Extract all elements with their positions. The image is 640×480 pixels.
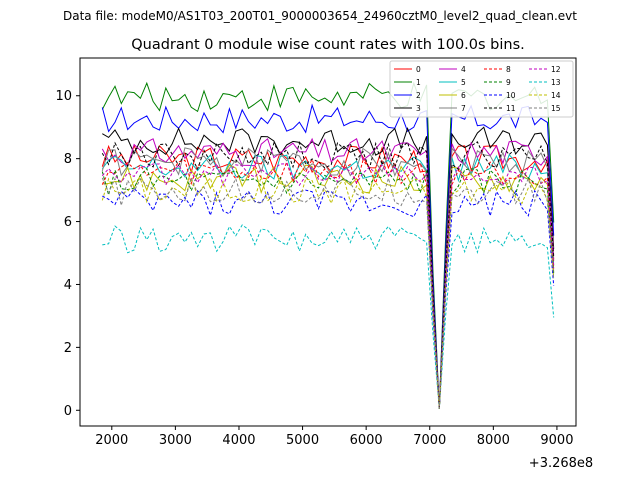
y-tick-label: 0 <box>64 404 72 419</box>
y-tick-label: 6 <box>64 215 72 230</box>
series-line-9 <box>101 167 555 409</box>
legend-label: 10 <box>506 91 516 100</box>
series-line-4 <box>101 137 555 409</box>
y-tick-label: 4 <box>64 278 72 293</box>
series-line-13 <box>102 224 555 409</box>
legend-label: 2 <box>416 91 421 100</box>
x-tick-label: 9000 <box>540 433 573 448</box>
legend-label: 3 <box>416 104 421 113</box>
y-axis: 0 2 4 6 8 10 <box>55 89 80 419</box>
legend-label: 12 <box>551 65 561 74</box>
x-axis: 2000 3000 4000 5000 6000 7000 8000 9000 <box>95 426 573 448</box>
series-line-0 <box>101 144 555 409</box>
legend-box <box>389 60 574 118</box>
series-line-15 <box>101 176 555 409</box>
legend-label: 7 <box>461 104 466 113</box>
x-tick-label: 3000 <box>159 433 192 448</box>
legend-label: 5 <box>461 78 466 87</box>
x-tick-label: 4000 <box>222 433 255 448</box>
legend-label: 15 <box>551 104 561 113</box>
series-line-3 <box>102 126 555 409</box>
x-tick-label: 2000 <box>95 433 128 448</box>
x-axis-offset-label: +3.268e8 <box>529 456 593 471</box>
legend-label: 8 <box>506 65 511 74</box>
legend-label: 6 <box>461 91 466 100</box>
series-line-7 <box>101 147 555 409</box>
x-tick-label: 6000 <box>350 433 383 448</box>
legend-label: 11 <box>506 104 516 113</box>
plot-area <box>101 81 555 409</box>
y-tick-label: 2 <box>64 341 72 356</box>
legend-label: 1 <box>416 78 421 87</box>
series-line-8 <box>101 157 555 409</box>
figure-suptitle: Data file: modeM0/AS1T03_200T01_90000036… <box>63 9 577 23</box>
series-line-12 <box>101 162 555 409</box>
y-tick-label: 8 <box>64 152 72 167</box>
legend-label: 9 <box>506 78 511 87</box>
legend-label: 14 <box>551 91 561 100</box>
legend-label: 13 <box>551 78 561 87</box>
legend-label: 0 <box>416 65 421 74</box>
x-tick-label: 7000 <box>413 433 446 448</box>
series-line-5 <box>101 153 555 409</box>
series-line-2 <box>101 103 555 409</box>
series-line-14 <box>101 174 555 409</box>
x-tick-label: 5000 <box>286 433 319 448</box>
y-tick-label: 10 <box>55 89 72 104</box>
axes-frame <box>79 57 577 427</box>
legend-label: 4 <box>461 65 466 74</box>
series-line-6 <box>102 164 555 409</box>
series-line-11 <box>101 140 555 409</box>
x-tick-label: 8000 <box>477 433 510 448</box>
chart-title: Quadrant 0 module wise count rates with … <box>131 37 525 53</box>
